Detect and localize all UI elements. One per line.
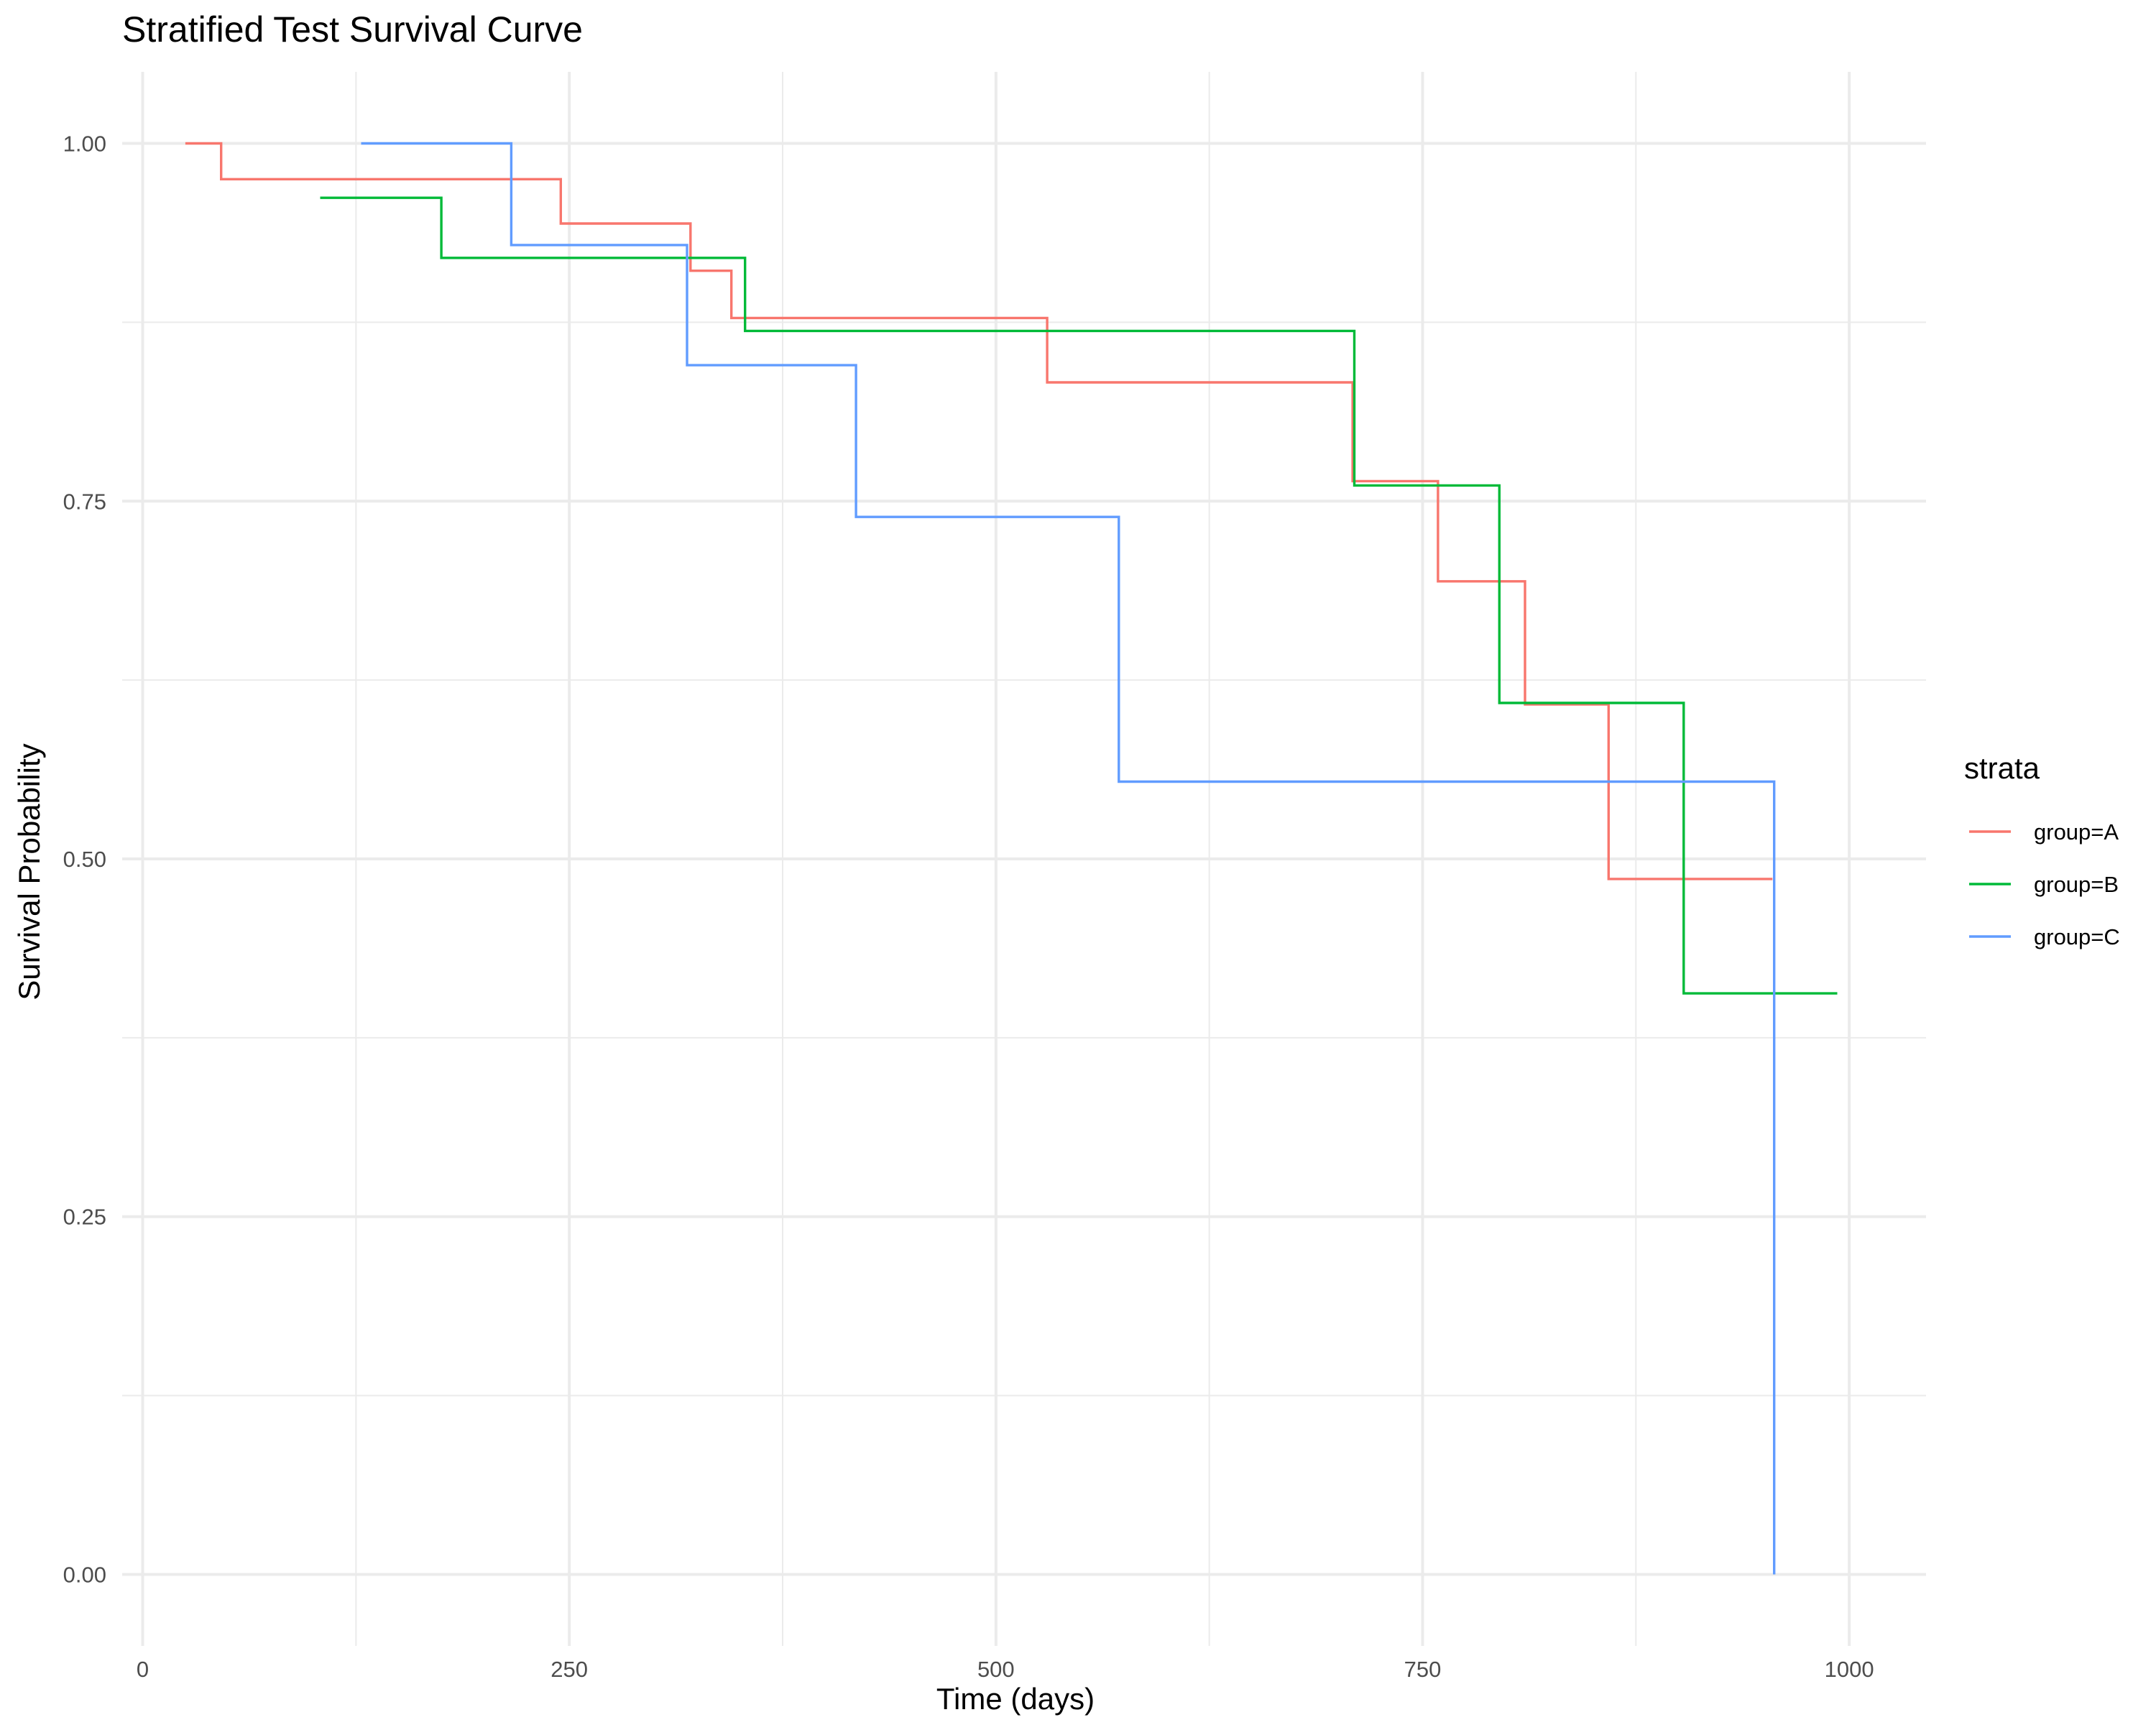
grid-lines xyxy=(122,72,1926,1646)
y-tick-label: 0.00 xyxy=(63,1562,106,1587)
y-tick-label: 1.00 xyxy=(63,132,106,157)
y-axis-title: Survival Probability xyxy=(12,743,46,1000)
legend-label-group-a: group=A xyxy=(2034,819,2119,845)
x-axis-title: Time (days) xyxy=(936,1682,1095,1716)
y-tick-label: 0.75 xyxy=(63,489,106,514)
x-axis-ticks: 0 250 500 750 1000 xyxy=(137,1657,1874,1682)
series-line-group-a xyxy=(185,142,1773,880)
legend-label-group-b: group=B xyxy=(2034,872,2119,897)
y-tick-label: 0.50 xyxy=(63,847,106,872)
y-axis-ticks: 0.00 0.25 0.50 0.75 1.00 xyxy=(63,132,106,1588)
series-layer xyxy=(185,142,1838,1575)
series-line-group-c xyxy=(361,142,1776,1575)
x-tick-label: 1000 xyxy=(1825,1657,1874,1682)
legend-items: group=A group=B group=C xyxy=(1969,819,2120,949)
x-tick-label: 750 xyxy=(1404,1657,1442,1682)
chart-title: Stratified Test Survival Curve xyxy=(122,9,583,50)
y-tick-label: 0.25 xyxy=(63,1205,106,1230)
series-line-group-b xyxy=(320,196,1838,995)
x-tick-label: 500 xyxy=(977,1657,1015,1682)
legend-label-group-c: group=C xyxy=(2034,924,2120,949)
legend: strata group=A group=B group=C xyxy=(1964,751,2120,949)
x-tick-label: 0 xyxy=(137,1657,149,1682)
legend-title: strata xyxy=(1964,751,2040,785)
x-tick-label: 250 xyxy=(550,1657,588,1682)
